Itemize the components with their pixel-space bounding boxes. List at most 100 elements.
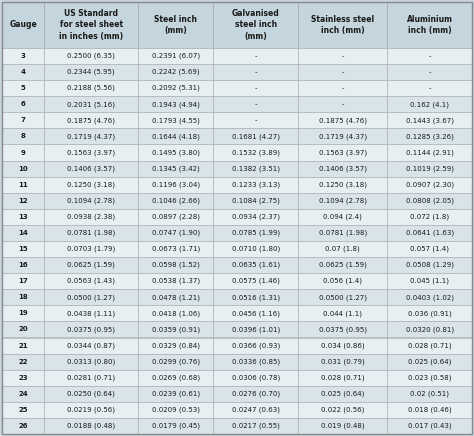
Text: 12: 12 [18, 198, 28, 204]
Bar [298, 96, 387, 112]
Bar [138, 160, 213, 177]
Text: -: - [255, 101, 257, 107]
Bar [44, 177, 138, 193]
Text: 0.018 (0.46): 0.018 (0.46) [408, 407, 452, 413]
Bar [298, 402, 387, 418]
Bar [213, 193, 298, 209]
Text: 0.0217 (0.55): 0.0217 (0.55) [232, 423, 280, 429]
Text: -: - [428, 85, 431, 91]
Text: 0.0938 (2.38): 0.0938 (2.38) [67, 214, 115, 220]
Text: 4: 4 [21, 69, 26, 75]
Bar [2, 354, 44, 370]
Text: 0.1875 (4.76): 0.1875 (4.76) [319, 117, 367, 124]
Text: 0.1233 (3.13): 0.1233 (3.13) [232, 181, 280, 188]
Text: 0.0907 (2.30): 0.0907 (2.30) [406, 181, 454, 188]
Text: -: - [341, 69, 344, 75]
Bar [387, 64, 472, 80]
Bar [44, 129, 138, 144]
Bar [387, 160, 472, 177]
Bar [298, 354, 387, 370]
Bar [2, 337, 44, 354]
Text: 0.0641 (1.63): 0.0641 (1.63) [406, 230, 454, 236]
Bar [213, 129, 298, 144]
Bar [298, 193, 387, 209]
Text: 0.0897 (2.28): 0.0897 (2.28) [152, 214, 200, 220]
Text: 0.094 (2.4): 0.094 (2.4) [323, 214, 362, 220]
Bar [298, 129, 387, 144]
Bar [387, 225, 472, 241]
Bar [44, 386, 138, 402]
Text: 0.1943 (4.94): 0.1943 (4.94) [152, 101, 200, 108]
Bar [138, 289, 213, 305]
Text: 0.1875 (4.76): 0.1875 (4.76) [67, 117, 115, 124]
Text: 5: 5 [21, 85, 26, 91]
Text: 0.017 (0.43): 0.017 (0.43) [408, 423, 452, 429]
Text: 15: 15 [18, 246, 28, 252]
Text: 0.0366 (0.93): 0.0366 (0.93) [232, 342, 280, 349]
Text: 0.1406 (3.57): 0.1406 (3.57) [319, 165, 367, 172]
Text: 0.1719 (4.37): 0.1719 (4.37) [319, 133, 367, 140]
Text: 0.1406 (3.57): 0.1406 (3.57) [67, 165, 115, 172]
Text: 0.0538 (1.37): 0.0538 (1.37) [152, 278, 200, 284]
Bar [2, 177, 44, 193]
Text: 0.0516 (1.31): 0.0516 (1.31) [232, 294, 280, 300]
Bar [213, 160, 298, 177]
Text: 0.0808 (2.05): 0.0808 (2.05) [406, 198, 454, 204]
Text: 0.0250 (0.64): 0.0250 (0.64) [67, 391, 115, 397]
Text: 0.0247 (0.63): 0.0247 (0.63) [232, 407, 280, 413]
Text: 0.0747 (1.90): 0.0747 (1.90) [152, 230, 200, 236]
Text: 0.0710 (1.80): 0.0710 (1.80) [232, 246, 280, 252]
Text: 0.0598 (1.52): 0.0598 (1.52) [152, 262, 200, 269]
Text: 0.0438 (1.11): 0.0438 (1.11) [67, 310, 115, 317]
Text: 0.1046 (2.66): 0.1046 (2.66) [152, 198, 200, 204]
Bar [298, 370, 387, 386]
Text: 0.1250 (3.18): 0.1250 (3.18) [319, 181, 367, 188]
Bar [44, 209, 138, 225]
Bar [2, 321, 44, 337]
Text: US Standard
for steel sheet
in inches (mm): US Standard for steel sheet in inches (m… [59, 10, 123, 41]
Bar [387, 209, 472, 225]
Bar [213, 386, 298, 402]
Text: 9: 9 [21, 150, 26, 156]
Text: 11: 11 [18, 182, 28, 188]
Text: 21: 21 [18, 343, 28, 348]
Text: 0.0500 (1.27): 0.0500 (1.27) [67, 294, 115, 300]
Bar [298, 112, 387, 129]
Text: 23: 23 [18, 375, 28, 381]
Text: 0.0418 (1.06): 0.0418 (1.06) [152, 310, 200, 317]
Text: 0.1644 (4.18): 0.1644 (4.18) [152, 133, 200, 140]
Text: 0.1681 (4.27): 0.1681 (4.27) [232, 133, 280, 140]
Text: 0.1019 (2.59): 0.1019 (2.59) [406, 165, 454, 172]
Text: 0.1285 (3.26): 0.1285 (3.26) [406, 133, 454, 140]
Bar [2, 64, 44, 80]
Bar [2, 273, 44, 289]
Bar [213, 48, 298, 64]
Bar [138, 225, 213, 241]
Text: 0.0625 (1.59): 0.0625 (1.59) [67, 262, 115, 269]
Bar [44, 241, 138, 257]
Text: 0.1719 (4.37): 0.1719 (4.37) [67, 133, 115, 140]
Bar [44, 225, 138, 241]
Bar [138, 273, 213, 289]
Bar [44, 289, 138, 305]
Text: 0.1793 (4.55): 0.1793 (4.55) [152, 117, 200, 124]
Bar [213, 257, 298, 273]
Bar [138, 2, 213, 48]
Text: 0.1382 (3.51): 0.1382 (3.51) [232, 165, 280, 172]
Bar [213, 64, 298, 80]
Bar [138, 354, 213, 370]
Bar [44, 2, 138, 48]
Bar [2, 418, 44, 434]
Text: 0.0703 (1.79): 0.0703 (1.79) [67, 246, 116, 252]
Bar [213, 80, 298, 96]
Bar [213, 321, 298, 337]
Bar [298, 305, 387, 321]
Bar [387, 96, 472, 112]
Bar [138, 321, 213, 337]
Bar [138, 257, 213, 273]
Bar [387, 402, 472, 418]
Text: 0.0359 (0.91): 0.0359 (0.91) [152, 326, 200, 333]
Text: 0.0306 (0.78): 0.0306 (0.78) [232, 375, 280, 381]
Bar [213, 354, 298, 370]
Text: 0.2391 (6.07): 0.2391 (6.07) [152, 53, 200, 59]
